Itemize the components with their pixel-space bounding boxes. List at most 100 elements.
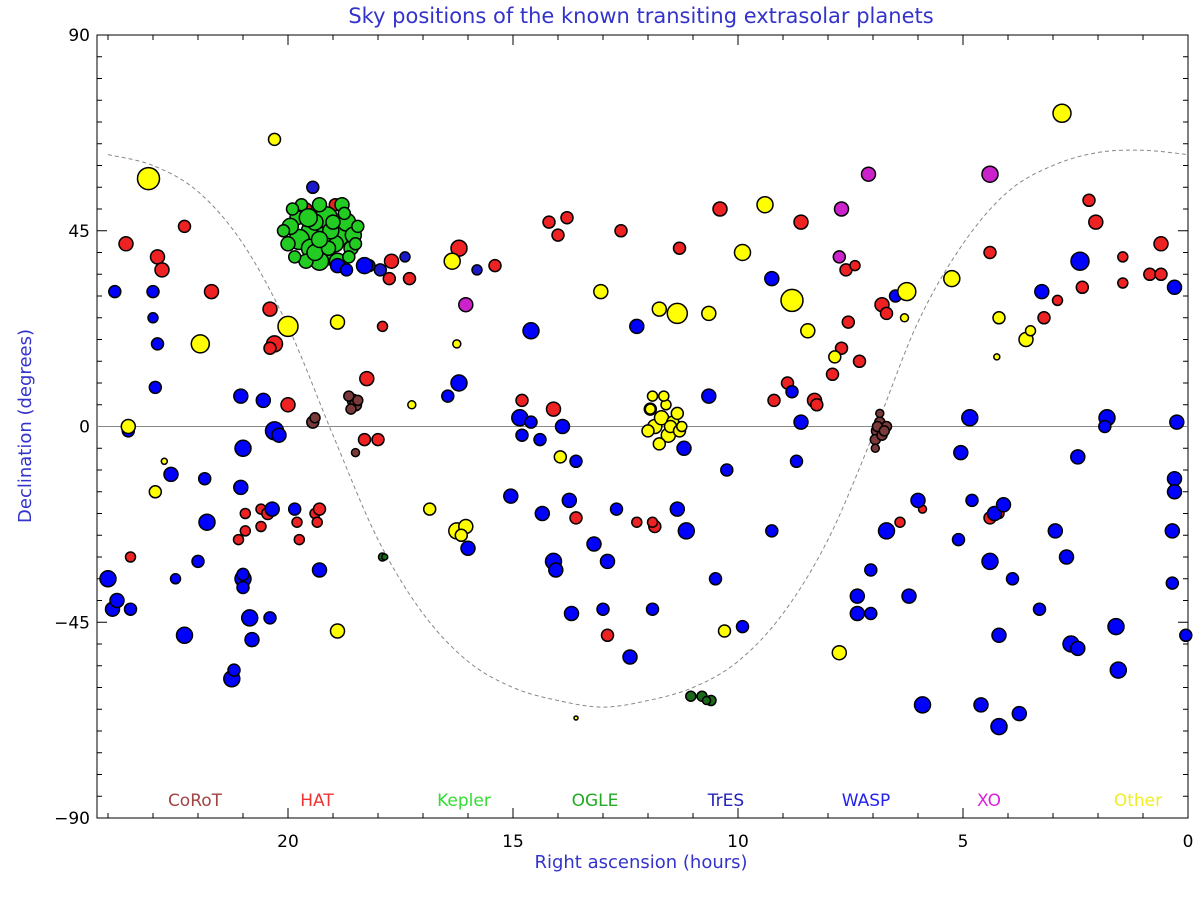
legend-other: Other: [1114, 791, 1162, 811]
wasp-planet-point: [569, 454, 583, 469]
wasp-planet-point: [1109, 661, 1128, 679]
wasp-planet-point: [991, 627, 1007, 644]
other-planet-point: [644, 403, 657, 415]
other-planet-point: [553, 450, 568, 464]
axis-ticks: [97, 34, 1189, 819]
hat-planet-point: [1037, 311, 1051, 325]
other-planet-point: [329, 314, 346, 330]
kepler-planet-point: [285, 202, 300, 216]
series-other: [120, 103, 1072, 721]
wasp-planet-point: [849, 605, 866, 622]
series-xo: [458, 165, 999, 313]
hat-planet-point: [262, 301, 278, 317]
wasp-planet-point: [460, 540, 476, 557]
wasp-planet-point: [990, 717, 1008, 736]
wasp-planet-point: [1011, 705, 1028, 722]
hat-planet-point: [1143, 267, 1157, 282]
other-planet-point: [993, 353, 1001, 361]
hat-planet-point: [383, 253, 400, 269]
wasp-planet-point: [169, 573, 182, 585]
hat-planet-point: [239, 525, 252, 537]
other-planet-point: [831, 644, 848, 661]
hat-planet-point: [1051, 294, 1064, 307]
wasp-planet-point: [311, 562, 328, 578]
kepler-planet-point: [287, 250, 302, 264]
hat-planet-point: [154, 262, 170, 278]
wasp-planet-point: [255, 392, 272, 409]
wasp-planet-point: [287, 502, 302, 516]
wasp-planet-point: [515, 428, 529, 442]
corot-planet-point: [343, 390, 355, 402]
other-planet-point: [641, 424, 655, 438]
wasp-planet-point: [236, 567, 250, 582]
hat-planet-point: [515, 393, 529, 408]
wasp-planet-point: [599, 553, 616, 570]
hat-planet-point: [1154, 267, 1168, 282]
hat-planet-point: [1075, 280, 1090, 295]
other-planet-point: [800, 323, 816, 339]
wasp-planet-point: [677, 522, 696, 540]
hat-planet-point: [672, 241, 687, 255]
hat-planet-point: [646, 516, 659, 528]
wasp-planet-point: [109, 592, 125, 609]
wasp-planet-point: [953, 444, 969, 461]
hat-planet-point: [1082, 193, 1096, 208]
hat-planet-point: [569, 511, 583, 525]
hat-planet-point: [551, 228, 565, 242]
wasp-planet-point: [1005, 572, 1020, 586]
wasp-planet-point: [910, 492, 926, 509]
hat-planet-point: [382, 271, 397, 286]
wasp-planet-point: [240, 609, 259, 627]
wasp-planet-point: [901, 588, 917, 604]
wasp-planet-point: [339, 263, 354, 277]
wasp-planet-point: [175, 626, 194, 645]
wasp-planet-point: [981, 552, 999, 571]
hat-planet-point: [600, 628, 615, 643]
hat-planet-point: [488, 258, 502, 273]
legend-xo: XO: [977, 791, 1001, 811]
other-planet-point: [160, 457, 169, 466]
hat-planet-point: [793, 214, 809, 230]
wasp-planet-point: [198, 513, 216, 531]
wasp-planet-point: [146, 284, 160, 299]
kepler-planet-point: [337, 206, 352, 221]
other-planet-point: [422, 502, 437, 516]
other-planet-point: [443, 252, 461, 270]
wasp-planet-point: [108, 284, 122, 299]
series-corot: [306, 390, 893, 458]
wasp-planet-point: [669, 501, 686, 517]
wasp-planet-point: [1070, 640, 1086, 657]
other-planet-point: [454, 528, 469, 543]
other-planet-point: [1024, 325, 1037, 337]
wasp-planet-point: [735, 619, 750, 634]
legend-ogle: OGLE: [572, 791, 619, 811]
wasp-planet-point: [1107, 617, 1125, 636]
wasp-planet-point: [1098, 419, 1112, 434]
ogle-planet-point: [701, 695, 712, 706]
corot-planet-point: [870, 443, 881, 454]
hat-planet-point: [767, 393, 781, 408]
legend: CoRoT HAT Kepler OGLE TrES WASP XO Other: [168, 791, 1162, 811]
wasp-planet-point: [233, 388, 249, 404]
hat-planet-point: [263, 341, 277, 355]
other-planet-point: [646, 390, 659, 402]
other-planet-point: [899, 313, 910, 323]
legend-kepler: Kepler: [437, 791, 491, 811]
axis-tick-labels: 20 15 10 5 0 90 45 0 −45 −90: [54, 26, 1193, 852]
other-planet-point: [897, 281, 917, 302]
hat-planet-point: [149, 249, 166, 265]
other-planet-point: [670, 406, 685, 421]
other-planet-point: [733, 243, 752, 262]
wasp-planet-point: [191, 554, 205, 569]
series-kepler: [276, 196, 365, 271]
y-tick-label: −90: [54, 809, 90, 829]
other-planet-point: [658, 390, 670, 402]
x-tick-label: 20: [277, 832, 299, 852]
hat-planet-point: [311, 516, 323, 528]
wasp-planet-point: [1034, 283, 1050, 300]
wasp-planet-point: [1164, 523, 1181, 539]
hat-planet-point: [849, 259, 861, 272]
hat-planet-point: [560, 210, 574, 225]
wasp-planet-point: [973, 697, 989, 713]
hat-planet-point: [1153, 236, 1169, 252]
